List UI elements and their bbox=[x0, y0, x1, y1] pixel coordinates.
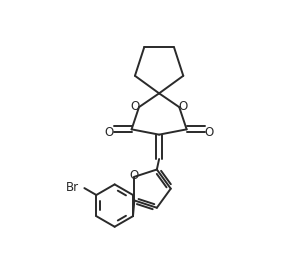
Text: Br: Br bbox=[66, 181, 79, 194]
Text: O: O bbox=[179, 100, 188, 112]
Text: O: O bbox=[130, 169, 139, 182]
Text: O: O bbox=[130, 100, 139, 112]
Text: O: O bbox=[205, 126, 214, 139]
Text: O: O bbox=[104, 126, 113, 139]
